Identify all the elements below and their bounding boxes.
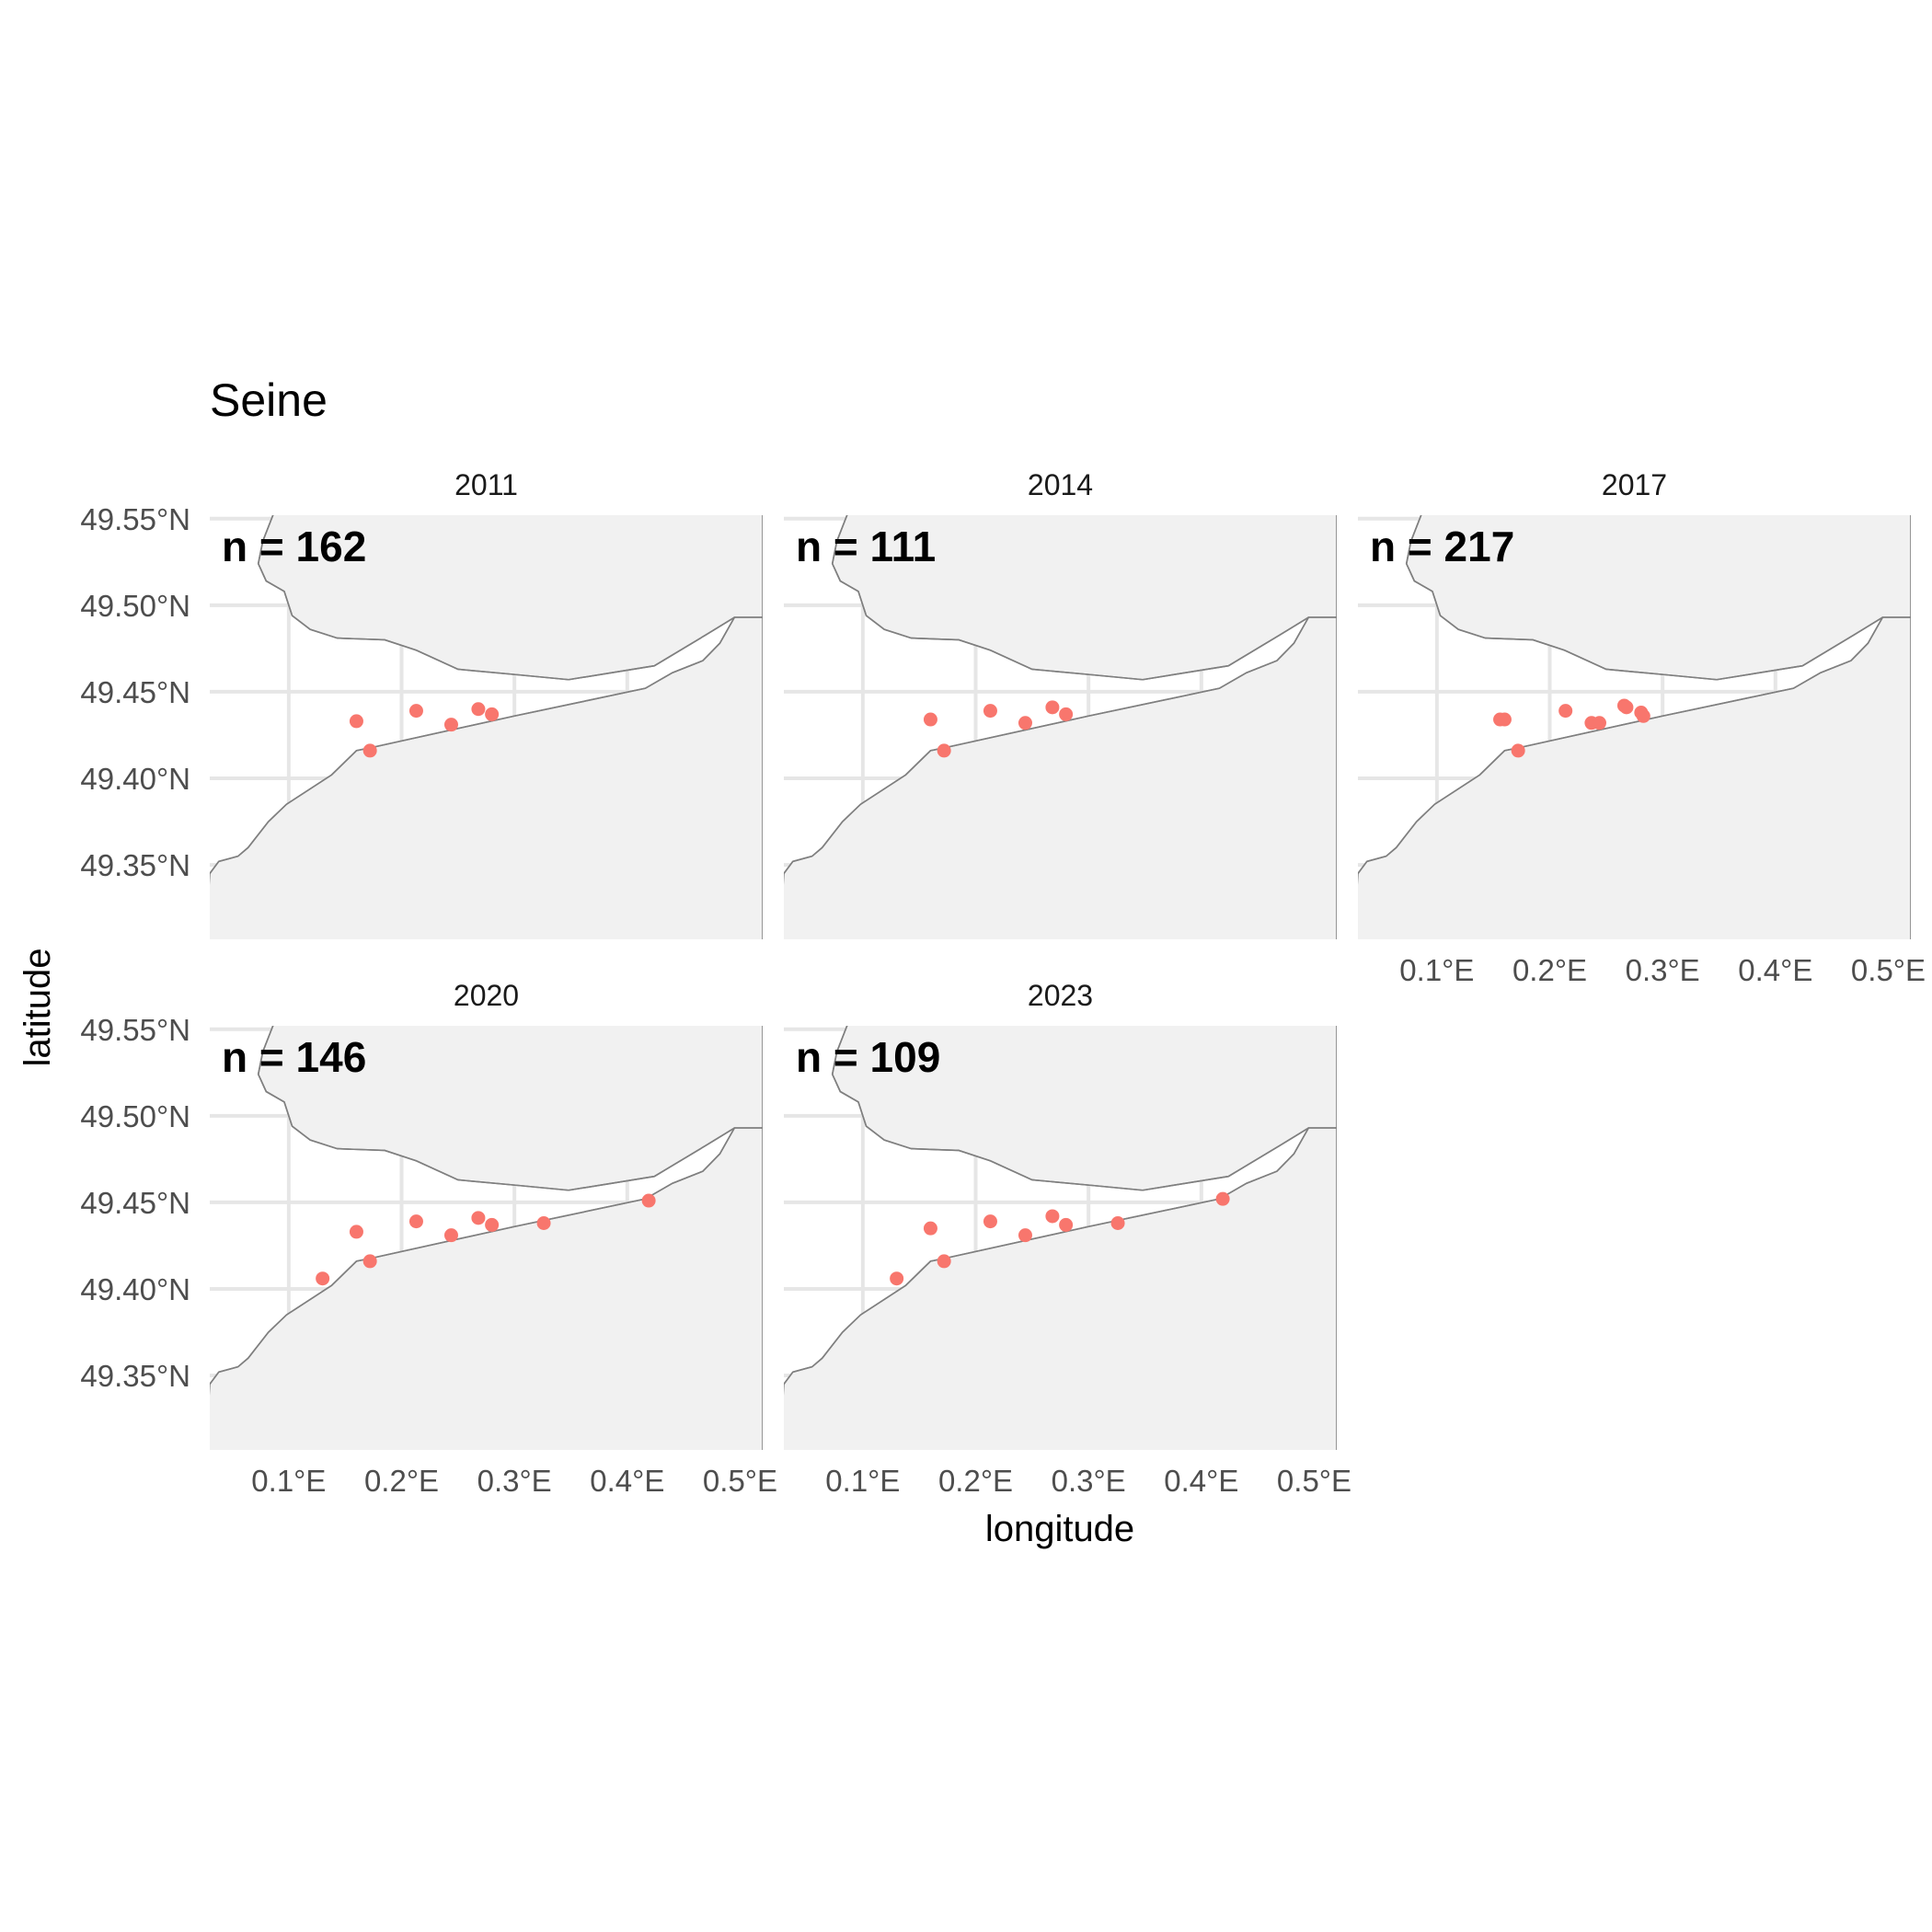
sampling-point	[485, 1217, 500, 1232]
x-tick-label: 0.3°E	[1052, 1464, 1126, 1498]
facet-panels: n = 162 2011 49.35°N 49.40°N 49.45°N 49.50°N 4…	[80, 468, 1926, 1498]
y-tick-label: 49.45°N	[80, 1186, 190, 1220]
y-tick-label: 49.35°N	[80, 848, 190, 882]
y-tick-label: 49.50°N	[80, 589, 190, 623]
facet-strip-label: 2011	[454, 468, 518, 501]
x-tick-label: 0.3°E	[1626, 953, 1700, 987]
panel-2023: n = 109 2023 0.1°E 0.2°E 0.3°E 0.4°E 0.5°E	[784, 979, 1351, 1498]
sampling-point	[1511, 743, 1525, 758]
sample-count-label: n = 109	[796, 1033, 940, 1081]
sampling-point	[349, 714, 363, 729]
sampling-point	[443, 1228, 458, 1243]
x-tick-label: 0.1°E	[1399, 953, 1474, 987]
x-tick-label: 0.3°E	[477, 1464, 552, 1498]
sampling-point	[923, 1221, 937, 1236]
sampling-point	[1045, 1209, 1060, 1224]
x-tick-label: 0.2°E	[364, 1464, 439, 1498]
coastline-north	[1405, 515, 1883, 681]
sample-count-label: n = 146	[222, 1033, 366, 1081]
sampling-point	[485, 707, 500, 721]
sampling-point	[362, 1254, 377, 1269]
coastline-north	[831, 515, 1309, 681]
y-tick-label: 49.55°N	[80, 502, 190, 536]
x-tick-label: 0.5°E	[1851, 953, 1926, 987]
y-tick-label: 49.40°N	[80, 762, 190, 796]
x-tick-label: 0.4°E	[590, 1464, 664, 1498]
x-tick-label: 0.2°E	[1512, 953, 1587, 987]
sampling-point	[641, 1193, 656, 1208]
sampling-point	[1497, 712, 1512, 727]
x-axis-label: longitude	[985, 1509, 1134, 1549]
sampling-point	[443, 718, 458, 732]
sampling-point	[890, 1271, 904, 1286]
y-axis-label: latitude	[17, 949, 58, 1067]
panel-2014: n = 111 2014	[784, 468, 1337, 939]
x-tick-label: 0.5°E	[1277, 1464, 1351, 1498]
sampling-point	[937, 1254, 951, 1269]
coastline-north	[257, 515, 735, 681]
sampling-point	[1110, 1216, 1125, 1231]
coastline-south	[210, 1127, 736, 1385]
panel-content	[1358, 515, 1911, 939]
facet-strip-label: 2023	[1028, 979, 1093, 1012]
y-tick-label: 49.35°N	[80, 1359, 190, 1393]
x-tick-label: 0.5°E	[703, 1464, 777, 1498]
sample-count-label: n = 217	[1370, 523, 1514, 570]
sampling-point	[1215, 1191, 1230, 1206]
x-tick-label: 0.2°E	[938, 1464, 1013, 1498]
sampling-point	[1018, 1228, 1032, 1243]
sampling-point	[1619, 700, 1634, 715]
sampling-point	[923, 712, 937, 727]
facet-strip-label: 2017	[1602, 468, 1667, 501]
sampling-point	[536, 1216, 551, 1231]
sampling-point	[362, 743, 377, 758]
sampling-point	[1018, 716, 1032, 730]
panel-2020: n = 146 2020 0.1°E 0.2°E 0.3°E 0.4°E 0.5°E 49.3…	[80, 979, 777, 1498]
x-tick-label: 0.1°E	[825, 1464, 900, 1498]
sampling-point	[1045, 700, 1060, 715]
sampling-point	[1059, 707, 1074, 721]
sampling-point	[471, 1211, 486, 1225]
x-tick-label: 0.1°E	[251, 1464, 326, 1498]
sampling-point	[1558, 704, 1573, 719]
facet-strip-label: 2014	[1028, 468, 1093, 501]
y-tick-label: 49.40°N	[80, 1272, 190, 1306]
sampling-point	[1592, 716, 1606, 730]
sampling-point	[349, 1225, 363, 1239]
facet-strip-label: 2020	[454, 979, 519, 1012]
sampling-point	[983, 1214, 997, 1229]
sampling-point	[937, 743, 951, 758]
panel-2011: n = 162 2011 49.35°N 49.40°N 49.45°N 49.50°N 4…	[80, 468, 763, 939]
sampling-point	[471, 702, 486, 717]
panel-content	[784, 515, 1337, 939]
sampling-point	[1636, 708, 1650, 723]
x-tick-label: 0.4°E	[1164, 1464, 1238, 1498]
sampling-point	[316, 1271, 330, 1286]
panel-content	[210, 1026, 763, 1450]
panel-content	[784, 1026, 1337, 1450]
sampling-point	[408, 704, 423, 719]
sample-count-label: n = 162	[222, 523, 366, 570]
coastline-south	[784, 1127, 1310, 1385]
plot-title: Seine	[210, 374, 328, 426]
y-tick-label: 49.55°N	[80, 1013, 190, 1047]
y-tick-label: 49.45°N	[80, 675, 190, 709]
sampling-point	[408, 1214, 423, 1229]
sampling-point	[983, 704, 997, 719]
y-tick-label: 49.50°N	[80, 1099, 190, 1133]
sample-count-label: n = 111	[796, 523, 936, 570]
sampling-point	[1059, 1217, 1074, 1232]
panel-2017: n = 217 2017 0.1°E 0.2°E 0.3°E 0.4°E 0.5°E	[1358, 468, 1926, 987]
x-tick-label: 0.4°E	[1738, 953, 1812, 987]
coastline-north	[257, 1026, 735, 1191]
panel-content	[210, 515, 763, 939]
coastline-south	[784, 616, 1310, 874]
coastline-south	[210, 616, 736, 874]
coastline-south	[1358, 616, 1884, 874]
coastline-north	[831, 1026, 1309, 1191]
